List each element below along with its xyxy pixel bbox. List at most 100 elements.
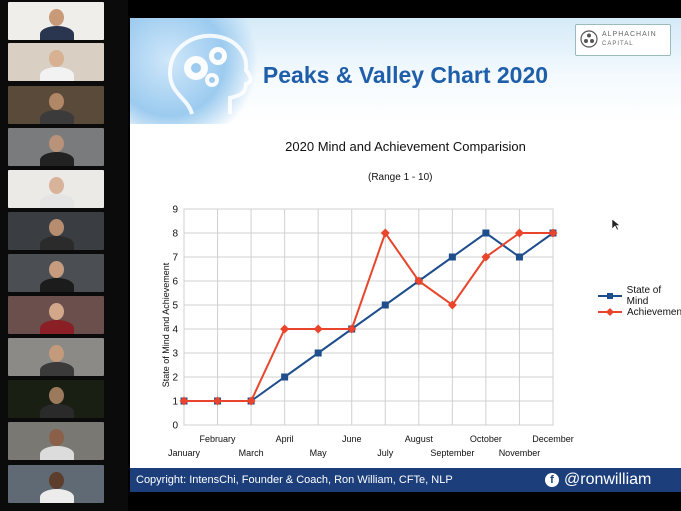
shared-slide: Peaks & Valley Chart 2020 ALPHACHAIN CAP… — [130, 18, 681, 492]
participant-avatar — [49, 345, 64, 362]
participant-video-tile[interactable] — [8, 170, 104, 208]
participant-body — [40, 152, 74, 166]
x-tick-label: May — [310, 448, 328, 458]
handle-text: @ronwilliam — [564, 471, 652, 488]
participant-video-tile[interactable] — [8, 380, 104, 418]
data-point-diamond — [246, 396, 256, 406]
data-point-diamond — [514, 228, 524, 238]
data-point-diamond — [481, 252, 491, 262]
brain-graphic — [130, 18, 260, 124]
participant-avatar — [49, 387, 64, 404]
legend-label: State of Mind — [626, 285, 662, 307]
participant-body — [40, 194, 74, 208]
participant-video-tile[interactable] — [8, 422, 104, 460]
chart-legend: State of Mind Achievement — [598, 285, 681, 320]
logo-line-2: CAPITAL — [602, 41, 634, 47]
legend-label: Achievement — [627, 306, 681, 318]
company-logo: ALPHACHAIN CAPITAL — [575, 24, 671, 56]
chart-subtitle: (Range 1 - 10) — [368, 172, 433, 183]
participant-strip — [0, 0, 128, 511]
x-tick-label: December — [532, 434, 574, 444]
participant-video-tile[interactable] — [8, 296, 104, 334]
data-point-diamond — [179, 396, 189, 406]
participant-body — [40, 278, 74, 292]
data-point-square — [515, 253, 523, 261]
slide-title: Peaks & Valley Chart 2020 — [262, 62, 549, 88]
data-point-square — [448, 253, 456, 261]
legend-swatch-square-icon — [598, 293, 622, 299]
data-point-square — [482, 229, 490, 237]
participant-body — [40, 320, 74, 334]
x-tick-label: January — [168, 448, 201, 458]
data-point-diamond — [414, 276, 424, 286]
x-tick-label: April — [276, 434, 294, 444]
participant-avatar — [49, 472, 64, 489]
participant-video-tile[interactable] — [8, 338, 104, 376]
participant-video-tile[interactable] — [8, 212, 104, 250]
data-point-diamond — [380, 228, 390, 238]
slide-footer: Copyright: IntensChi, Founder & Coach, R… — [130, 468, 681, 492]
data-point-diamond — [447, 300, 457, 310]
participant-avatar — [49, 219, 64, 236]
x-tick-label: September — [430, 448, 474, 458]
participant-body — [40, 489, 74, 503]
mouse-cursor-icon — [611, 218, 621, 231]
data-point-diamond — [313, 324, 323, 334]
data-point-square — [381, 301, 389, 309]
head-gears-icon — [167, 33, 253, 115]
participant-avatar — [49, 303, 64, 320]
participant-avatar — [49, 50, 64, 67]
legend-swatch-diamond-icon — [598, 308, 622, 316]
participant-avatar — [49, 9, 64, 26]
series-line-achievement — [184, 230, 553, 402]
participant-body — [40, 67, 74, 81]
x-tick-label: February — [200, 434, 237, 444]
participant-video-tile[interactable] — [8, 254, 104, 292]
y-tick-label: 6 — [172, 277, 178, 288]
data-point-diamond — [280, 324, 290, 334]
participant-video-tile[interactable] — [8, 43, 104, 81]
data-point-diamond — [213, 396, 223, 406]
chart-title: 2020 Mind and Achievement Comparision — [285, 139, 526, 154]
participant-video-tile[interactable] — [8, 128, 104, 166]
social-logo-icon: f — [545, 473, 559, 487]
participant-avatar — [49, 261, 64, 278]
y-tick-label: 1 — [172, 397, 178, 408]
participant-video-tile[interactable] — [8, 86, 104, 124]
copyright-text: Copyright: IntensChi, Founder & Coach, R… — [136, 474, 453, 486]
participant-body — [40, 404, 74, 418]
y-tick-label: 8 — [172, 229, 178, 240]
participant-body — [40, 362, 74, 376]
x-tick-label: August — [405, 434, 434, 444]
participant-avatar — [49, 429, 64, 446]
participant-video-tile[interactable] — [8, 2, 104, 40]
participant-body — [40, 110, 74, 124]
x-tick-label: July — [377, 448, 394, 458]
data-point-square — [314, 349, 322, 357]
social-handle: f @ronwilliam — [545, 468, 651, 492]
y-tick-label: 5 — [172, 301, 178, 312]
slide-banner: Peaks & Valley Chart 2020 ALPHACHAIN CAP… — [130, 18, 681, 124]
x-tick-label: March — [239, 448, 264, 458]
y-tick-label: 4 — [172, 325, 178, 336]
data-point-square — [281, 373, 289, 381]
logo-mark-icon — [580, 30, 598, 48]
x-tick-label: October — [470, 434, 502, 444]
y-tick-label: 2 — [172, 373, 178, 384]
y-tick-label: 0 — [172, 421, 178, 432]
participant-avatar — [49, 93, 64, 110]
y-tick-label: 3 — [172, 349, 178, 360]
participant-video-tile[interactable] — [8, 465, 104, 503]
participant-avatar — [49, 135, 64, 152]
participant-body — [40, 446, 74, 460]
participant-avatar — [49, 177, 64, 194]
logo-line-1: ALPHACHAIN — [602, 31, 657, 38]
legend-item-state-of-mind: State of Mind — [598, 285, 681, 307]
participant-body — [40, 26, 74, 40]
data-point-diamond — [347, 324, 357, 334]
participant-body — [40, 236, 74, 250]
y-tick-label: 9 — [172, 205, 178, 216]
y-tick-label: 7 — [172, 253, 178, 264]
legend-item-achievement: Achievement — [598, 304, 681, 320]
